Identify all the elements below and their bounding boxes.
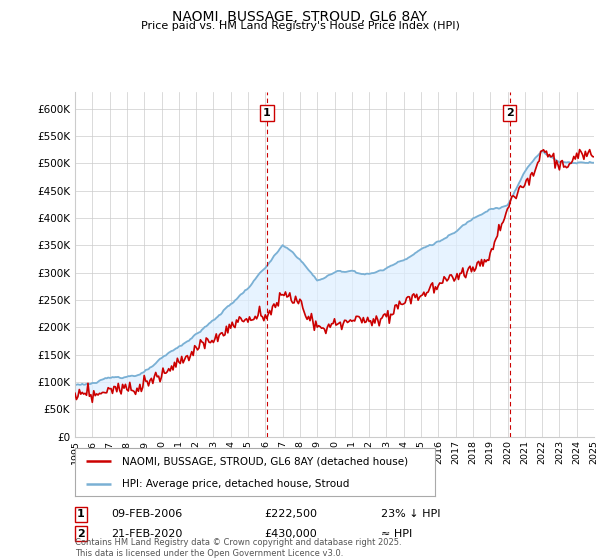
Text: 2: 2 xyxy=(506,108,514,118)
Text: Contains HM Land Registry data © Crown copyright and database right 2025.
This d: Contains HM Land Registry data © Crown c… xyxy=(75,538,401,558)
Text: HPI: Average price, detached house, Stroud: HPI: Average price, detached house, Stro… xyxy=(122,479,349,489)
Text: 1: 1 xyxy=(77,509,85,519)
Text: 21-FEB-2020: 21-FEB-2020 xyxy=(111,529,182,539)
Text: NAOMI, BUSSAGE, STROUD, GL6 8AY: NAOMI, BUSSAGE, STROUD, GL6 8AY xyxy=(173,10,427,24)
Text: NAOMI, BUSSAGE, STROUD, GL6 8AY (detached house): NAOMI, BUSSAGE, STROUD, GL6 8AY (detache… xyxy=(122,456,408,466)
Text: 09-FEB-2006: 09-FEB-2006 xyxy=(111,509,182,519)
Text: 2: 2 xyxy=(77,529,85,539)
Text: 1: 1 xyxy=(263,108,271,118)
Text: Price paid vs. HM Land Registry's House Price Index (HPI): Price paid vs. HM Land Registry's House … xyxy=(140,21,460,31)
Text: £222,500: £222,500 xyxy=(264,509,317,519)
Text: 23% ↓ HPI: 23% ↓ HPI xyxy=(381,509,440,519)
Text: ≈ HPI: ≈ HPI xyxy=(381,529,412,539)
Text: £430,000: £430,000 xyxy=(264,529,317,539)
